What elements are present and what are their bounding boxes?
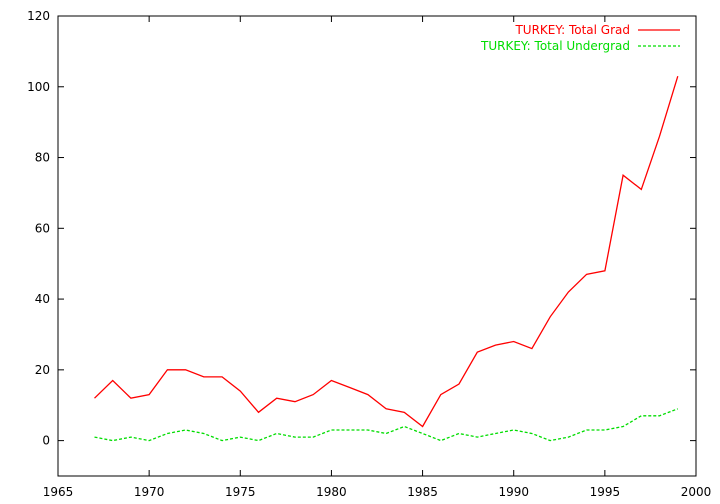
x-tick-label: 1975 xyxy=(225,485,256,499)
x-tick-label: 1970 xyxy=(134,485,165,499)
legend-label-1: TURKEY: Total Undergrad xyxy=(480,39,630,53)
axis-ticks: 1965 1970 1975 1980 1985 1990 1995 2000 0 20 40 60 8… xyxy=(27,9,711,499)
x-tick-label: 1980 xyxy=(316,485,347,499)
x-tick-label: 1985 xyxy=(407,485,438,499)
y-tick-label: 100 xyxy=(27,80,50,94)
x-tick-label: 1995 xyxy=(590,485,621,499)
legend: TURKEY: Total Grad TURKEY: Total Undergra… xyxy=(480,23,680,53)
y-tick-label: 80 xyxy=(35,151,50,165)
y-tick-label: 120 xyxy=(27,9,50,23)
y-tick-label: 40 xyxy=(35,292,50,306)
y-tick-label: 20 xyxy=(35,363,50,377)
plot-frame xyxy=(57,15,697,477)
series-line-0 xyxy=(94,76,679,428)
x-tick-label: 2000 xyxy=(681,485,712,499)
legend-label-0: TURKEY: Total Grad xyxy=(514,23,630,37)
series-line-1 xyxy=(94,408,679,442)
x-tick-label: 1965 xyxy=(43,485,74,499)
y-tick-label: 0 xyxy=(42,434,50,448)
y-tick-label: 60 xyxy=(35,221,50,235)
x-tick-label: 1990 xyxy=(498,485,529,499)
series-lines xyxy=(94,76,679,442)
